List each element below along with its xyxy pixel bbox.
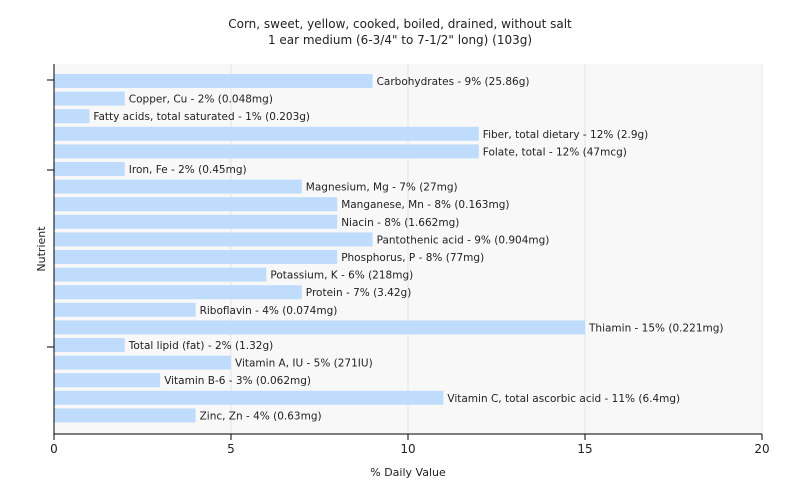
bar bbox=[54, 320, 585, 335]
bar-label: Folate, total - 12% (47mcg) bbox=[483, 146, 627, 158]
chart-title-line-1: Corn, sweet, yellow, cooked, boiled, dra… bbox=[228, 17, 572, 31]
bar bbox=[54, 355, 231, 370]
bar-label: Vitamin C, total ascorbic acid - 11% (6.… bbox=[447, 393, 680, 405]
bar bbox=[54, 302, 196, 317]
bar bbox=[54, 390, 444, 405]
x-tick-label: 5 bbox=[227, 442, 235, 456]
y-axis-title: Nutrient bbox=[35, 226, 48, 272]
bar-label: Fatty acids, total saturated - 1% (0.203… bbox=[93, 111, 310, 123]
bar-label: Zinc, Zn - 4% (0.63mg) bbox=[200, 410, 322, 422]
x-tick-label: 10 bbox=[400, 442, 415, 456]
bar bbox=[54, 373, 161, 388]
bar-label: Fiber, total dietary - 12% (2.9g) bbox=[483, 129, 648, 141]
bar bbox=[54, 250, 338, 264]
bar-label: Thiamin - 15% (0.221mg) bbox=[588, 322, 724, 334]
bar bbox=[54, 126, 479, 141]
chart-title-line-2: 1 ear medium (6-3/4" to 7-1/2" long) (10… bbox=[267, 33, 533, 47]
x-tick-label: 0 bbox=[50, 442, 58, 456]
x-tick-label: 15 bbox=[577, 442, 592, 456]
bar-label: Vitamin B-6 - 3% (0.062mg) bbox=[164, 375, 311, 387]
bar bbox=[54, 162, 125, 176]
bar bbox=[54, 285, 302, 300]
bar-label: Niacin - 8% (1.662mg) bbox=[341, 217, 459, 229]
bar bbox=[54, 109, 90, 124]
bar-label: Copper, Cu - 2% (0.048mg) bbox=[129, 94, 273, 106]
bar-label: Magnesium, Mg - 7% (27mg) bbox=[306, 182, 458, 194]
x-tick-label: 20 bbox=[754, 442, 769, 456]
bar bbox=[54, 338, 125, 352]
bar bbox=[54, 74, 373, 88]
chart-title: Corn, sweet, yellow, cooked, boiled, dra… bbox=[0, 16, 800, 48]
bar-label: Protein - 7% (3.42g) bbox=[306, 287, 412, 299]
bar bbox=[54, 267, 267, 282]
bar-label: Iron, Fe - 2% (0.45mg) bbox=[129, 164, 247, 176]
bar bbox=[54, 197, 338, 212]
bar bbox=[54, 214, 338, 229]
bar-label: Pantothenic acid - 9% (0.904mg) bbox=[377, 234, 550, 246]
bar bbox=[54, 232, 373, 247]
bar-label: Total lipid (fat) - 2% (1.32g) bbox=[128, 340, 273, 352]
bar-label: Potassium, K - 6% (218mg) bbox=[270, 270, 413, 282]
bar-label: Phosphorus, P - 8% (77mg) bbox=[341, 252, 484, 264]
bar-label: Carbohydrates - 9% (25.86g) bbox=[377, 76, 530, 88]
x-axis-title: % Daily Value bbox=[370, 466, 446, 479]
bar bbox=[54, 144, 479, 159]
bar bbox=[54, 179, 302, 194]
bar bbox=[54, 408, 196, 423]
bar bbox=[54, 91, 125, 106]
bar-label: Riboflavin - 4% (0.074mg) bbox=[200, 305, 338, 317]
bar-label: Vitamin A, IU - 5% (271IU) bbox=[235, 358, 373, 370]
bar-label: Manganese, Mn - 8% (0.163mg) bbox=[341, 199, 509, 211]
